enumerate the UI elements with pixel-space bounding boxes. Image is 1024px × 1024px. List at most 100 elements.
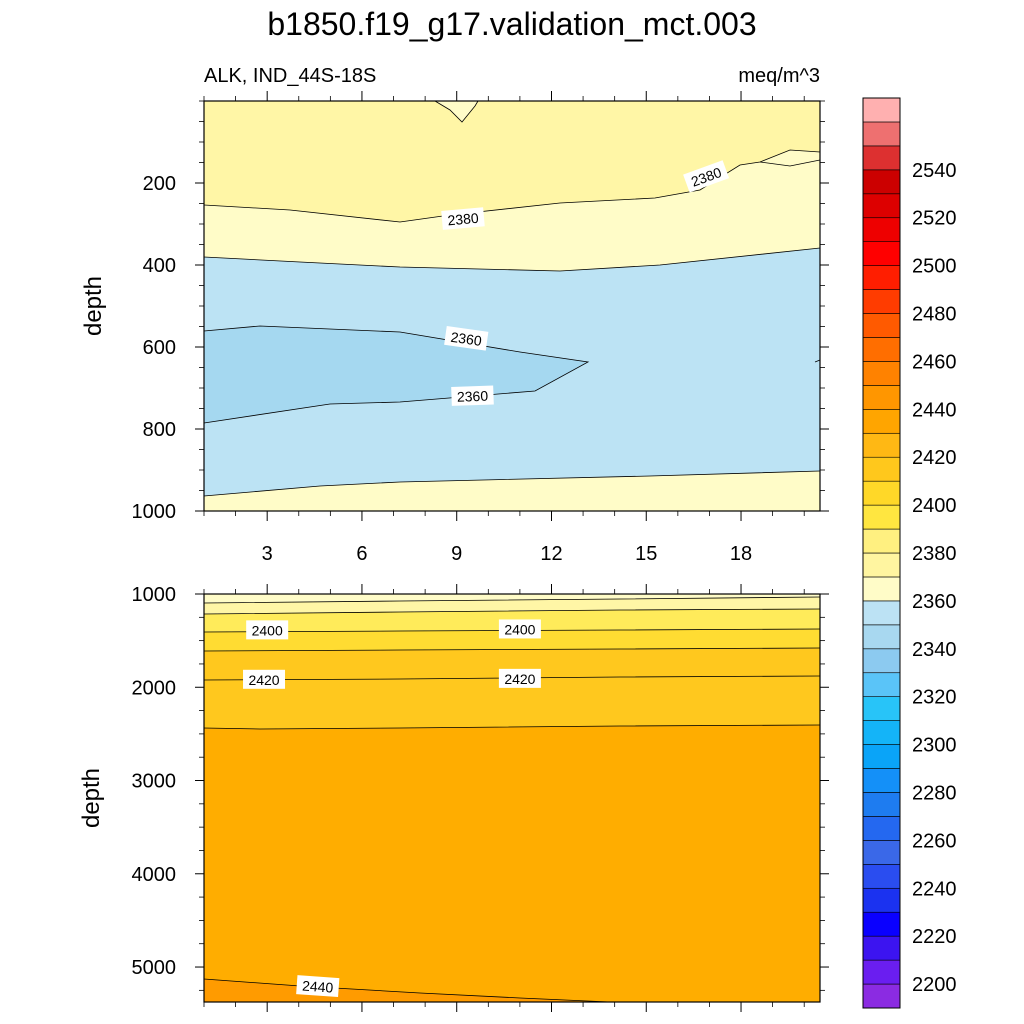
colorbar-swatch (862, 792, 901, 817)
colorbar-swatch (862, 289, 901, 314)
upper-axis-ticks: 200 400 600 800 1000 3 6 9 12 15 18 (132, 91, 829, 565)
chart-title: b1850.f19_g17.validation_mct.003 (267, 6, 756, 42)
lower-axis-ticks: 1000 2000 3000 4000 5000 (132, 584, 829, 1012)
colorbar-swatch (862, 600, 901, 626)
lower-contour-labels: 2400 2400 2420 2420 2440 (243, 619, 541, 998)
colorbar-swatch (862, 959, 901, 985)
variable-region-label: ALK, IND_44S-18S (204, 65, 376, 87)
contour-label: 2440 (296, 975, 340, 998)
colorbar-label: 2360 (912, 591, 957, 613)
upper-contour-line (203, 247, 821, 272)
colorbar-swatch (862, 169, 901, 195)
y-tick-label: 4000 (132, 864, 177, 886)
colorbar-label: 2280 (912, 782, 957, 804)
lower-contour-fill (204, 594, 820, 1002)
y-tick-label: 3000 (132, 771, 177, 793)
colorbar-swatch (862, 887, 901, 913)
contour-label: 2420 (498, 668, 541, 688)
y-tick-label: 1000 (132, 501, 177, 523)
lower-contour-line (203, 724, 821, 730)
y-tick-label: 400 (143, 255, 176, 277)
colorbar-label: 2300 (912, 735, 957, 757)
colorbar-label: 2260 (912, 830, 957, 852)
colorbar-swatch (862, 720, 901, 745)
y-tick-label: 1000 (132, 584, 177, 606)
colorbar-swatch (862, 97, 901, 123)
lower-band-2380 (204, 594, 820, 603)
lower-band-2420b (204, 676, 820, 729)
colorbar-swatch (862, 121, 901, 147)
lower-contour-line (203, 608, 821, 615)
contour-label-box (444, 325, 489, 351)
colorbar-swatch (862, 385, 901, 410)
lower-band-2420 (204, 648, 820, 680)
colorbar-label: 2240 (912, 878, 957, 900)
contour-label-text: 2440 (302, 978, 334, 996)
colorbar-swatch (862, 648, 901, 674)
colorbar-swatch (862, 145, 901, 171)
x-tick-label: 12 (540, 543, 562, 565)
colorbar-swatch (862, 456, 901, 482)
x-tick-label: 6 (356, 543, 367, 565)
colorbar-swatch (862, 432, 901, 458)
contour-label-text: 2380 (447, 210, 480, 229)
colorbar-swatch (862, 528, 901, 554)
upper-region-2380-lens (760, 150, 820, 166)
colorbar-swatch (862, 696, 901, 721)
x-tick-label: 9 (451, 543, 462, 565)
colorbar-swatch (862, 552, 901, 578)
lower-contour-line (203, 647, 821, 652)
upper-region-2385 (204, 101, 820, 222)
colorbar-label: 2520 (912, 208, 957, 230)
colorbar-swatch (862, 480, 901, 506)
lower-contour-line (203, 596, 821, 604)
contour-label-box (441, 207, 485, 230)
y-tick-label: 2000 (132, 677, 177, 699)
lower-frame (203, 593, 821, 1003)
contour-label-text: 2400 (252, 622, 283, 638)
upper-contour-lines (203, 100, 821, 497)
colorbar-label: 2480 (912, 304, 957, 326)
upper-y-axis-label: depth (80, 276, 107, 336)
upper-region-2380-notch (435, 101, 478, 122)
colorbar-swatch (862, 624, 901, 650)
upper-contour-line (759, 159, 821, 167)
contour-label-box (451, 385, 494, 406)
contour-label-box (498, 619, 541, 639)
colorbar: 2200 2220 2240 2260 2280 2300 2320 2340 2360 2380… (862, 97, 957, 1009)
colorbar-label: 2540 (912, 160, 957, 182)
y-tick-label: 200 (143, 173, 176, 195)
lower-panel: 1000 2000 3000 4000 5000 2400 2400 2420 2420 244… (78, 584, 829, 1012)
x-tick-label: 15 (635, 543, 657, 565)
x-tick-label: 18 (730, 543, 752, 565)
colorbar-label: 2420 (912, 447, 957, 469)
colorbar-swatch (862, 361, 901, 386)
colorbar-label: 2320 (912, 687, 957, 709)
upper-contour-fill (204, 101, 820, 511)
colorbar-swatch (862, 983, 901, 1009)
colorbar-swatch (862, 313, 901, 338)
contour-label-box (498, 668, 541, 688)
lower-band-2410 (204, 629, 820, 651)
upper-contour-line (203, 149, 821, 223)
colorbar-label: 2200 (912, 974, 957, 996)
contour-label: 2360 (451, 385, 494, 406)
y-tick-label: 800 (143, 419, 176, 441)
contour-label: 2400 (498, 619, 541, 639)
colorbar-label: 2500 (912, 256, 957, 278)
colorbar-label: 2220 (912, 926, 957, 948)
contour-label: 2360 (444, 325, 489, 351)
colorbar-swatch (862, 864, 901, 889)
contour-label-text: 2360 (450, 329, 483, 349)
contour-label: 2380 (441, 207, 485, 230)
contour-label: 2420 (243, 669, 286, 689)
colorbar-swatch (862, 241, 901, 266)
colorbar-label: 2340 (912, 639, 957, 661)
contour-label: 2400 (246, 620, 289, 640)
contour-label-text: 2420 (504, 671, 535, 687)
contour-label-text: 2400 (504, 621, 535, 637)
colorbar-swatch (862, 504, 901, 530)
x-tick-label: 3 (262, 543, 273, 565)
upper-contour-line (203, 470, 821, 497)
contour-label-box (246, 620, 289, 640)
